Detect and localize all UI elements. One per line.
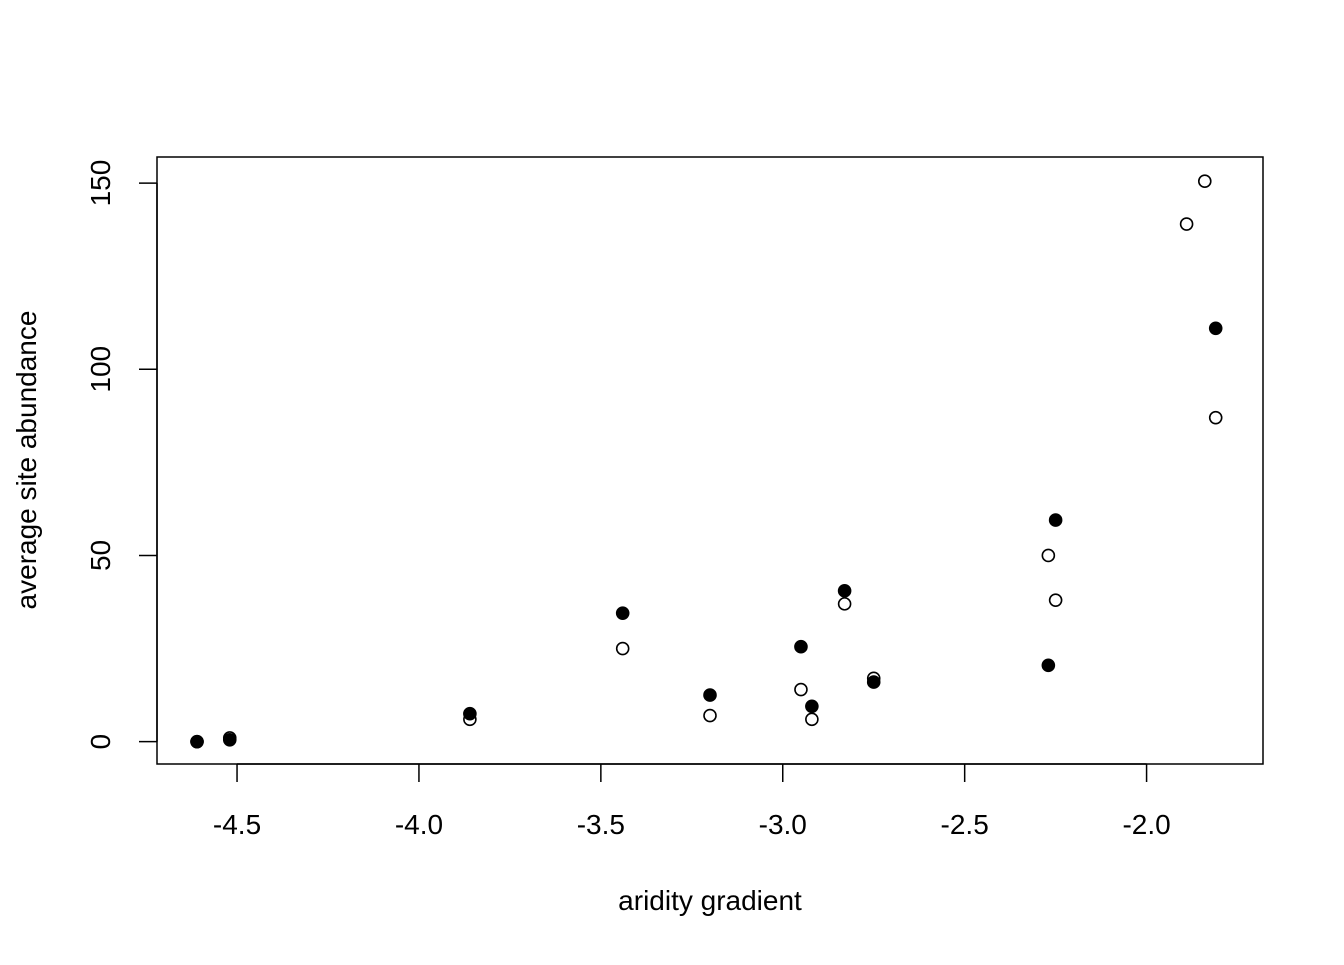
open-point <box>1208 410 1223 425</box>
filled-point <box>794 639 808 654</box>
filled-point <box>837 584 852 598</box>
open-point <box>1179 217 1194 231</box>
open-point <box>794 682 808 697</box>
y-tick-label: 100 <box>85 346 116 393</box>
y-axis: 0 50 100 150 <box>85 160 158 750</box>
y-axis-label: average site abundance <box>11 311 42 610</box>
x-tick-label: -3.5 <box>577 809 625 840</box>
x-tick-label: -3.0 <box>759 809 807 840</box>
open-point <box>1048 593 1063 607</box>
x-tick-label: -2.5 <box>941 809 989 840</box>
filled-point <box>463 706 477 721</box>
open-point <box>1197 174 1212 189</box>
filled-point <box>222 732 237 747</box>
filled-point <box>866 675 881 689</box>
open-point <box>837 597 852 611</box>
filled-point <box>805 699 819 714</box>
open-point <box>1041 548 1056 563</box>
filled-point <box>1048 513 1063 527</box>
open-point <box>615 641 630 656</box>
x-axis: -4.5 -4.0 -3.5 -3.0 -2.5 -2.0 <box>213 763 1171 840</box>
filled-point <box>1041 658 1056 673</box>
filled-point <box>1208 321 1223 336</box>
x-tick-label: -4.0 <box>395 809 443 840</box>
data-points <box>190 174 1223 749</box>
open-point <box>703 708 717 723</box>
x-tick-label: -2.0 <box>1122 809 1170 840</box>
plot-frame <box>156 156 1264 765</box>
y-tick-label: 0 <box>85 734 116 750</box>
filled-point <box>190 734 204 749</box>
y-tick-label: 150 <box>85 160 116 207</box>
x-axis-label: aridity gradient <box>618 885 802 916</box>
y-tick-label: 50 <box>85 540 116 571</box>
filled-point <box>703 688 717 702</box>
filled-point <box>615 606 630 620</box>
x-tick-label: -4.5 <box>213 809 261 840</box>
open-point <box>805 712 819 727</box>
